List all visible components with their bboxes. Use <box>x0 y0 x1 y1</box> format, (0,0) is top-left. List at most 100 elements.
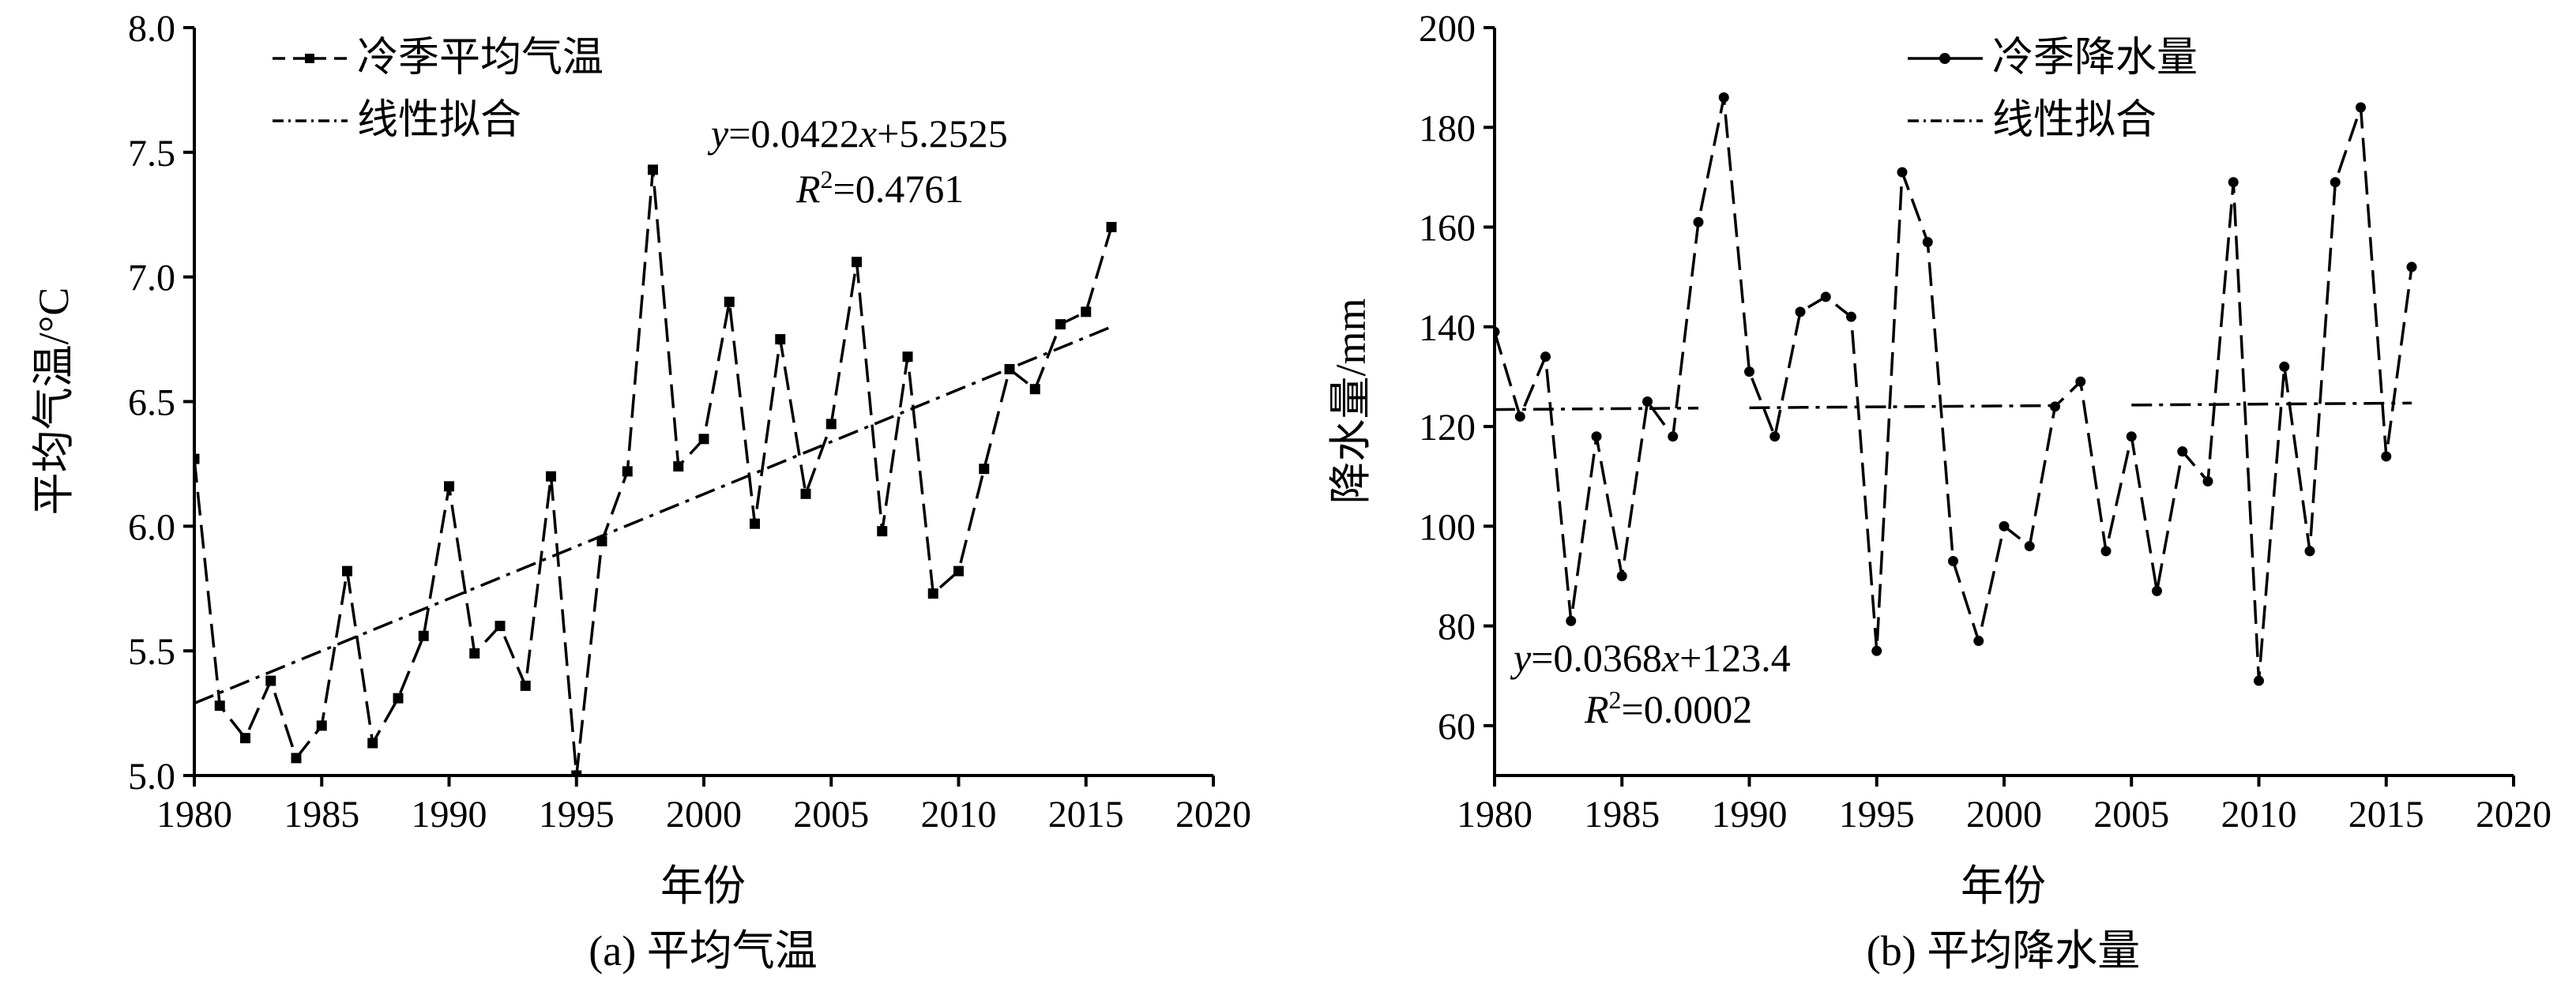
x-tick-label: 2005 <box>793 794 869 836</box>
data-point <box>1846 311 1856 322</box>
data-point <box>240 733 250 744</box>
data-point <box>2126 431 2137 442</box>
data-point <box>877 526 888 537</box>
x-tick-label: 1985 <box>1584 794 1660 836</box>
data-point <box>1616 570 1627 581</box>
data-point <box>265 675 276 686</box>
data-point <box>1668 431 1679 442</box>
data-point <box>1718 92 1729 103</box>
legend-marker <box>1939 53 1950 64</box>
data-point <box>852 257 862 268</box>
data-point <box>2075 376 2086 387</box>
x-tick-label: 1980 <box>156 794 232 836</box>
x-axis-ticks: 1980 1985 1990 1995 2000 2005 2010 2015 2020 <box>1457 776 2552 836</box>
x-tick-label: 2010 <box>921 794 997 836</box>
legend-label-series: 冷季平均气温 <box>357 36 604 81</box>
series-line <box>1495 97 2413 682</box>
fit-line-segments <box>1495 401 2412 411</box>
data-point <box>367 738 378 749</box>
data-point <box>1744 366 1754 377</box>
data-point <box>1591 431 1602 442</box>
x-tick-label: 1980 <box>1457 794 1532 836</box>
x-tick-label: 1990 <box>412 794 487 836</box>
data-point <box>902 351 913 362</box>
y-tick-label: 7.0 <box>128 257 175 299</box>
data-point <box>800 488 811 499</box>
r-squared: R2=0.0002 <box>1584 685 1752 731</box>
series-markers <box>194 164 1117 776</box>
y-axis-title: 平均气温/°C <box>30 287 77 516</box>
data-point <box>1566 615 1577 626</box>
regression-equation: y=0.0422x+5.2525 <box>707 111 1008 156</box>
data-point <box>2152 585 2162 596</box>
data-point <box>927 588 938 599</box>
data-point <box>698 434 709 445</box>
data-point <box>214 700 225 712</box>
data-point <box>444 481 454 492</box>
y-axis-title: 降水量/mm <box>1327 298 1374 504</box>
y-tick-label: 60 <box>1438 706 1476 748</box>
data-point <box>1004 363 1015 374</box>
data-point <box>2330 177 2341 188</box>
y-tick-label: 180 <box>1419 107 1476 149</box>
legend-label-fit: 线性拟合 <box>1992 98 2157 143</box>
x-tick-label: 2020 <box>2476 794 2552 836</box>
data-point <box>342 565 352 577</box>
y-tick-label: 6.5 <box>128 382 175 424</box>
series-markers <box>1495 92 2417 686</box>
data-point <box>393 693 404 704</box>
legend: 冷季降水量 线性拟合 <box>1908 36 2198 143</box>
fit-line <box>1749 404 2055 410</box>
x-axis-title: 年份 <box>1961 862 2046 910</box>
y-axis-ticks: 60 80 100 120 140 160 180 200 <box>1419 8 1495 748</box>
y-tick-label: 5.0 <box>128 756 175 798</box>
legend-label-fit: 线性拟合 <box>357 98 521 143</box>
x-tick-label: 1985 <box>284 794 359 836</box>
data-point <box>495 621 506 632</box>
data-point <box>469 648 480 659</box>
panel-caption: (b) 平均降水量 <box>1867 927 2140 975</box>
data-point <box>1820 291 1831 302</box>
data-point <box>1514 411 1525 422</box>
data-point <box>194 453 200 464</box>
x-tick-label: 2000 <box>666 794 742 836</box>
data-point <box>1973 636 1984 647</box>
data-point <box>2177 446 2188 457</box>
y-tick-label: 120 <box>1419 407 1476 449</box>
data-point <box>1540 351 1551 362</box>
fit-line <box>194 325 1112 705</box>
data-point <box>1769 431 1781 442</box>
y-tick-label: 6.0 <box>128 506 175 548</box>
y-tick-label: 100 <box>1419 506 1476 548</box>
panel-b-precipitation: 60 80 100 120 140 160 180 200 1980 1985 1990 1995 2… <box>1327 8 2552 975</box>
data-point <box>1999 520 2010 531</box>
data-point <box>1948 556 1958 567</box>
x-tick-label: 1995 <box>1839 794 1915 836</box>
data-point <box>316 720 327 731</box>
data-point <box>2381 451 2392 462</box>
data-point <box>1922 236 1933 247</box>
y-tick-label: 140 <box>1419 307 1476 349</box>
data-point <box>953 565 964 577</box>
x-axis-ticks: 1980 1985 1990 1995 2000 2005 2010 2015 2020 <box>156 776 1251 836</box>
data-point <box>775 334 786 345</box>
x-tick-label: 2015 <box>1048 794 1124 836</box>
y-tick-label: 8.0 <box>128 8 175 50</box>
data-point <box>2304 546 2315 557</box>
data-point <box>1029 384 1040 395</box>
data-point <box>2406 261 2417 272</box>
data-point <box>418 630 429 641</box>
x-tick-label: 2015 <box>2348 794 2424 836</box>
data-point <box>1081 306 1092 317</box>
y-tick-label: 80 <box>1438 607 1476 648</box>
y-tick-label: 160 <box>1419 208 1476 250</box>
series-line <box>194 169 1113 776</box>
data-point <box>622 466 633 477</box>
y-axis-ticks: 5.0 5.5 6.0 6.5 7.0 7.5 8.0 <box>128 8 194 798</box>
data-point <box>596 535 607 546</box>
x-tick-label: 2005 <box>2093 794 2169 836</box>
fit-line <box>1495 407 1699 411</box>
panel-caption: (a) 平均气温 <box>589 927 817 975</box>
data-point <box>750 518 760 529</box>
data-point <box>2202 476 2213 487</box>
